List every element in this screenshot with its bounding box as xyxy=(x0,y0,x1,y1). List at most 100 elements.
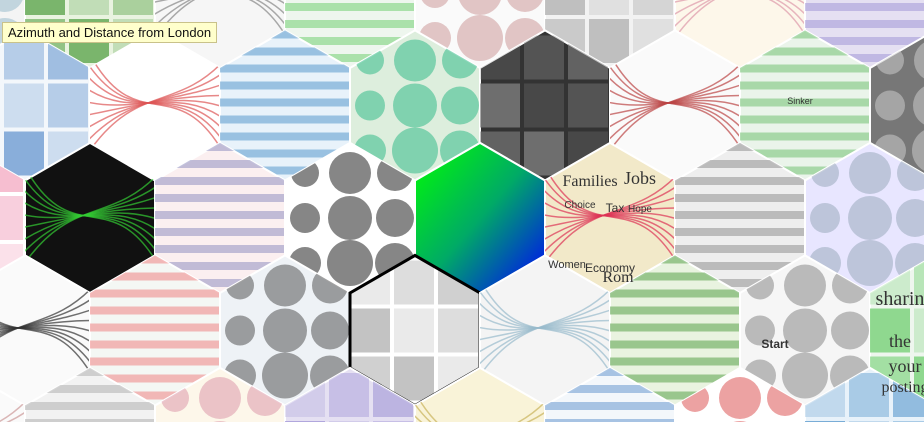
thumbnail[interactable] xyxy=(85,254,225,407)
cell xyxy=(0,196,23,240)
thumbnail-label: Hope xyxy=(628,204,652,215)
stripe xyxy=(25,419,155,422)
thumbnail-label: sharing xyxy=(876,288,924,310)
cell xyxy=(589,19,629,63)
bubble xyxy=(328,196,372,240)
stripe xyxy=(155,211,285,219)
stripe xyxy=(155,228,285,236)
stripe xyxy=(675,228,805,236)
bubble xyxy=(784,264,826,307)
bubble xyxy=(896,199,924,237)
bubble xyxy=(392,127,438,174)
curve xyxy=(675,0,805,32)
stripe xyxy=(740,149,870,158)
stripe xyxy=(740,98,870,107)
stripe xyxy=(155,194,285,202)
stripe xyxy=(220,47,350,56)
thumbnail[interactable] xyxy=(804,141,924,295)
cell xyxy=(524,35,564,80)
cell xyxy=(4,83,44,128)
thumbnail-art xyxy=(25,157,155,271)
stripe xyxy=(740,47,870,56)
bubble xyxy=(745,315,775,346)
thumbnail[interactable] xyxy=(20,141,160,295)
thumbnail[interactable] xyxy=(869,255,924,405)
curve xyxy=(545,171,675,271)
stripe xyxy=(220,132,350,141)
stripe xyxy=(155,177,285,185)
bubble xyxy=(458,0,502,15)
stripe xyxy=(155,160,285,168)
thumbnail-art xyxy=(675,0,805,46)
thumbnail-art xyxy=(0,382,25,422)
thumbnail-art xyxy=(805,3,924,62)
bubble xyxy=(329,152,371,194)
curve xyxy=(675,0,805,44)
stripe xyxy=(90,374,220,383)
thumbnail-art xyxy=(610,45,740,158)
stripe xyxy=(220,81,350,90)
curve xyxy=(415,408,545,422)
stripe xyxy=(805,54,924,62)
cell xyxy=(914,260,924,305)
thumbnail[interactable] xyxy=(284,141,416,295)
thumbnail-label: the xyxy=(889,331,911,351)
cell xyxy=(849,373,889,417)
bubble xyxy=(897,155,924,191)
bubble xyxy=(264,264,306,307)
thumbnail-art xyxy=(610,255,740,400)
thumbnail[interactable] xyxy=(605,29,745,182)
stripe xyxy=(805,37,924,45)
cell xyxy=(568,83,608,128)
stripe xyxy=(610,374,740,383)
stripe xyxy=(90,255,220,264)
curve xyxy=(415,396,545,422)
bubble xyxy=(290,203,320,233)
cell xyxy=(113,0,153,15)
thumbnail[interactable] xyxy=(605,254,745,407)
curve xyxy=(0,408,25,422)
cell xyxy=(4,131,44,176)
thumbnail-art xyxy=(285,3,415,62)
stripe xyxy=(285,3,415,11)
thumbnail[interactable] xyxy=(414,141,546,295)
bubble xyxy=(506,0,544,12)
stripe xyxy=(675,177,805,185)
bubble xyxy=(875,90,905,121)
thumbnail-label: Tax xyxy=(606,201,625,215)
bubble xyxy=(376,199,414,237)
thumbnail-art xyxy=(90,45,220,158)
curve xyxy=(0,396,25,422)
stripe xyxy=(90,357,220,366)
cell xyxy=(914,308,924,353)
stripe xyxy=(675,194,805,202)
thumbnail-label: Families xyxy=(562,173,617,190)
cell xyxy=(329,373,369,417)
stripe xyxy=(740,132,870,141)
bubble xyxy=(225,315,255,346)
thumbnail-art xyxy=(675,143,805,287)
stripe xyxy=(610,255,740,264)
cell xyxy=(914,356,924,401)
cell xyxy=(870,308,910,353)
thumbnail[interactable] xyxy=(215,29,355,182)
thumbnail-art xyxy=(155,0,285,46)
stripe xyxy=(805,20,924,28)
bubble xyxy=(394,39,436,82)
thumbnail[interactable] xyxy=(674,366,806,422)
bubble xyxy=(719,377,761,419)
tooltip: Azimuth and Distance from London xyxy=(2,22,218,43)
bubble xyxy=(355,90,385,121)
thumbnail[interactable] xyxy=(670,141,810,295)
stripe xyxy=(155,245,285,253)
cell xyxy=(394,356,434,401)
thumbnail[interactable] xyxy=(735,29,875,182)
bubble xyxy=(420,0,450,8)
bubble xyxy=(393,83,437,128)
thumbnail-label: Rom xyxy=(602,269,634,286)
thumbnail-label: Women xyxy=(548,259,586,271)
stripe xyxy=(220,149,350,158)
stripe xyxy=(545,402,675,410)
thumbnail-label: posting xyxy=(881,379,924,396)
thumbnail[interactable] xyxy=(150,141,290,295)
